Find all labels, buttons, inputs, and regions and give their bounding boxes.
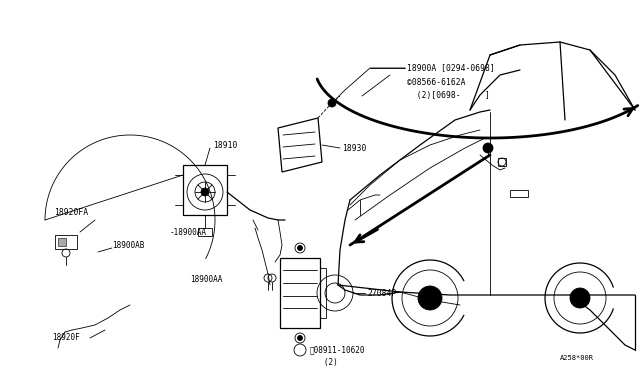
- Text: 27084P: 27084P: [367, 289, 396, 298]
- Text: (2): (2): [310, 359, 338, 368]
- Text: 18930: 18930: [342, 144, 366, 153]
- Bar: [280, 258, 320, 328]
- Circle shape: [418, 286, 442, 310]
- Circle shape: [424, 292, 436, 304]
- Text: A258*00R: A258*00R: [560, 355, 594, 361]
- Text: 18900AB: 18900AB: [112, 241, 145, 250]
- Text: 18900AA: 18900AA: [190, 276, 222, 285]
- Text: (2)[0698-     ]: (2)[0698- ]: [407, 90, 490, 99]
- Bar: [58, 238, 66, 246]
- Text: 18920FA: 18920FA: [54, 208, 88, 217]
- Bar: [198, 228, 212, 236]
- Text: ⓝ08911-10620: ⓝ08911-10620: [310, 346, 365, 355]
- Text: 18900A [0294-0698]: 18900A [0294-0698]: [407, 64, 495, 73]
- Bar: [498, 158, 506, 166]
- Circle shape: [298, 246, 303, 250]
- Text: 18910: 18910: [213, 141, 237, 150]
- Text: ©08566-6162A: ©08566-6162A: [407, 77, 465, 87]
- Circle shape: [483, 143, 493, 153]
- Bar: [320, 268, 326, 318]
- Bar: [55, 235, 77, 249]
- Bar: [510, 190, 528, 197]
- Text: 18920F: 18920F: [52, 334, 80, 343]
- Circle shape: [298, 336, 303, 340]
- Circle shape: [328, 99, 336, 107]
- Text: -18900AA: -18900AA: [170, 228, 207, 237]
- Circle shape: [201, 188, 209, 196]
- Circle shape: [570, 288, 590, 308]
